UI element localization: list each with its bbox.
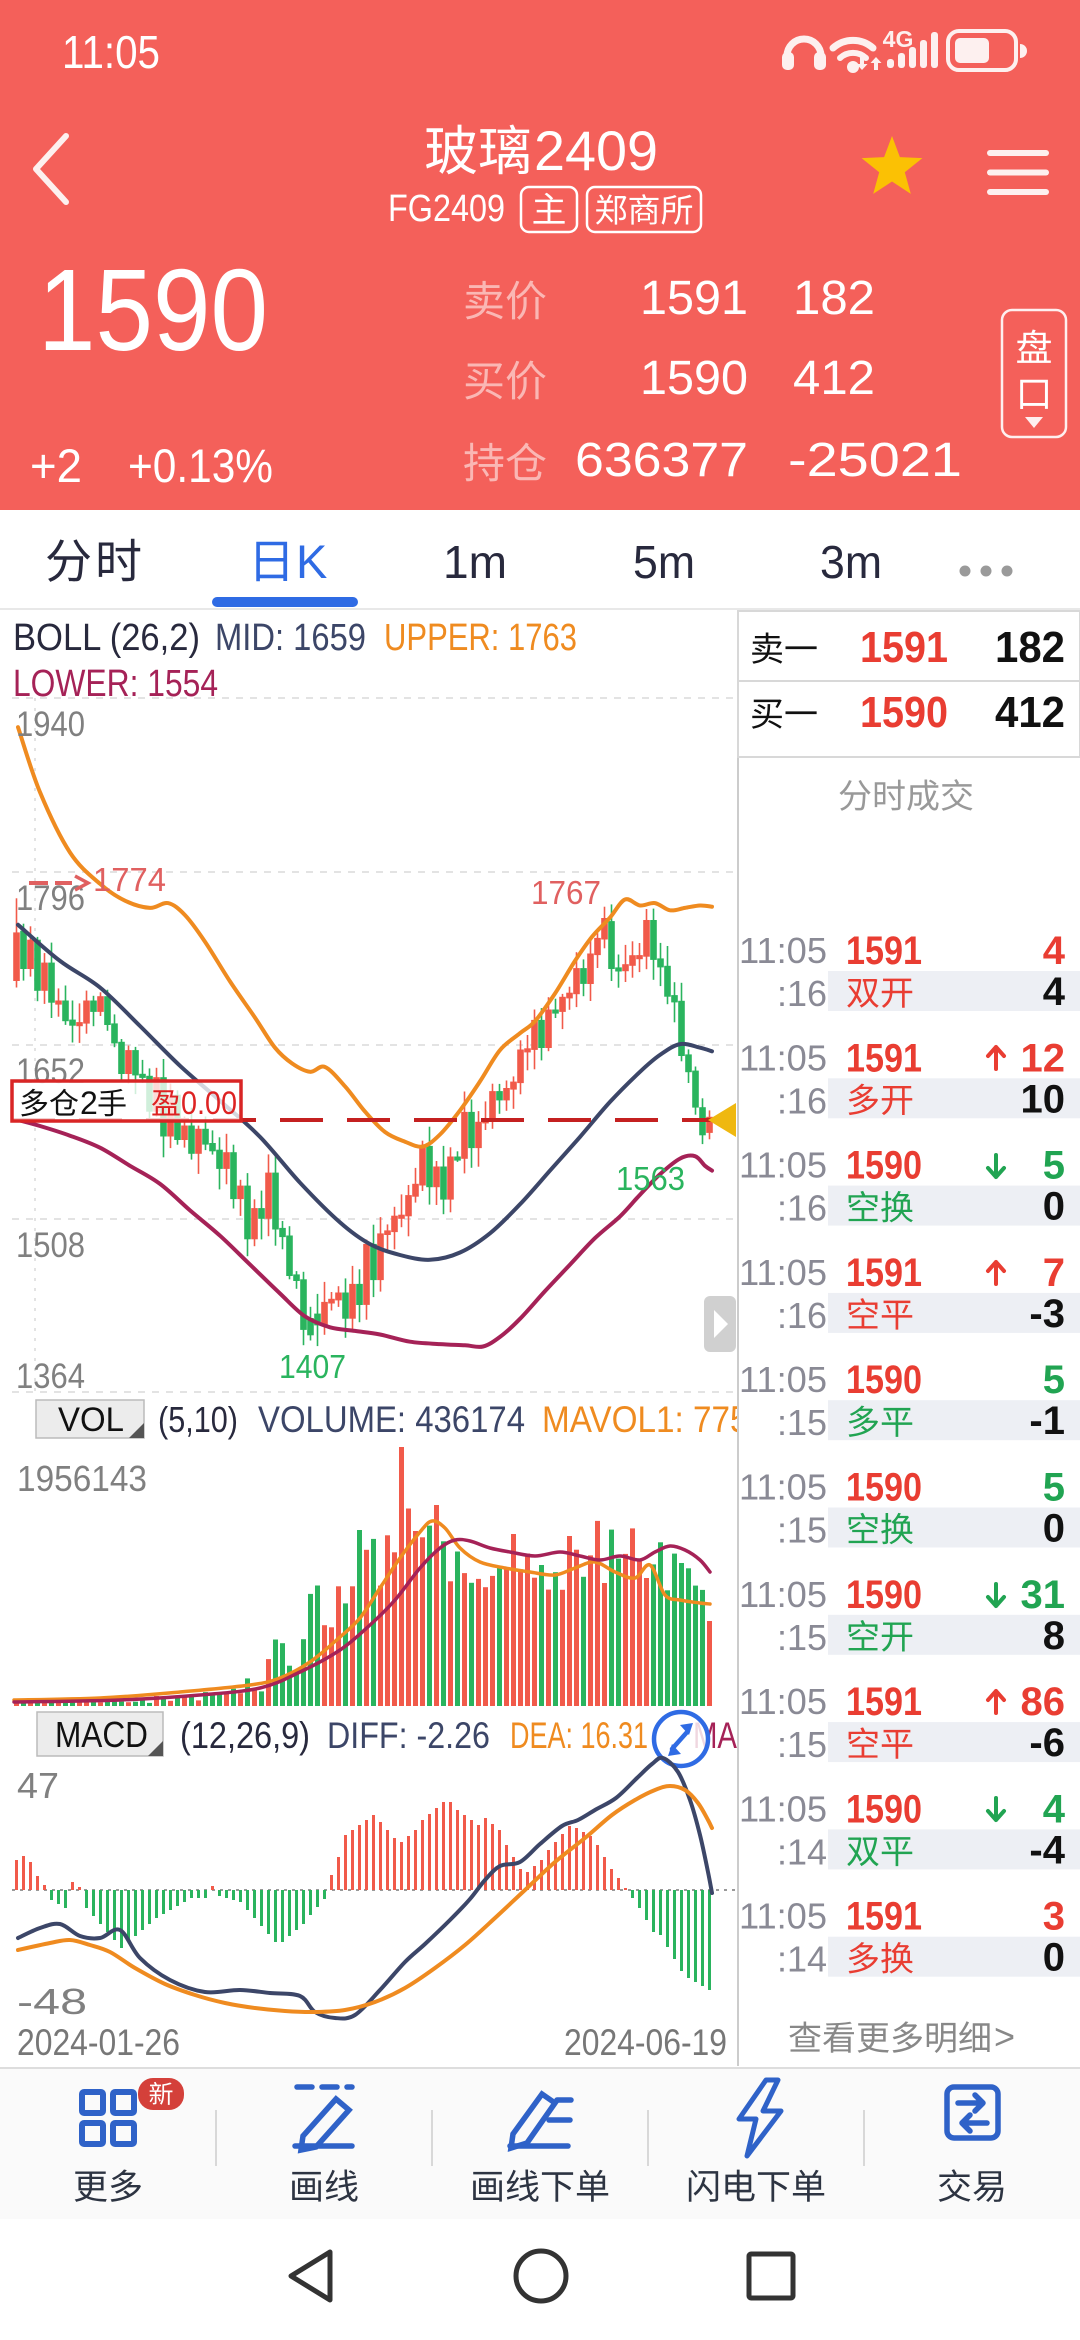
svg-text:-3: -3: [1029, 1292, 1065, 1336]
svg-text:8: 8: [1043, 1614, 1065, 1658]
svg-text::15: :15: [777, 1724, 827, 1765]
svg-text:MACD: MACD: [55, 1714, 148, 1755]
svg-text:1590: 1590: [38, 245, 268, 375]
svg-text:182: 182: [995, 623, 1065, 672]
svg-text:11:05: 11:05: [739, 1574, 827, 1615]
svg-text:0: 0: [1043, 1185, 1065, 1229]
svg-text:4: 4: [1043, 1787, 1066, 1831]
svg-text:1563: 1563: [616, 1160, 685, 1197]
svg-text::16: :16: [777, 1080, 827, 1121]
svg-text::15: :15: [777, 1402, 827, 1443]
svg-text:1590: 1590: [846, 1787, 922, 1831]
svg-text:0.00: 0.00: [181, 1085, 237, 1121]
svg-text:11:05: 11:05: [739, 1467, 827, 1508]
svg-text:1591: 1591: [846, 1895, 922, 1939]
svg-text:1508: 1508: [16, 1226, 85, 1265]
svg-text:MID: 1659: MID: 1659: [215, 617, 366, 659]
svg-text:-4: -4: [1029, 1828, 1065, 1872]
svg-text:4: 4: [1043, 970, 1066, 1014]
svg-text:DIFF: -2.26: DIFF: -2.26: [327, 1715, 490, 1756]
svg-text:31: 31: [1021, 1573, 1066, 1617]
svg-text:86: 86: [1021, 1680, 1066, 1724]
svg-text:(12,26,9): (12,26,9): [180, 1715, 310, 1756]
svg-text:MAVOL1: 775804: MAVOL1: 775804: [542, 1399, 804, 1440]
svg-text:0: 0: [1043, 1507, 1065, 1551]
svg-text:1796: 1796: [16, 879, 85, 918]
svg-text:1774: 1774: [93, 861, 166, 898]
svg-text:K: K: [296, 535, 327, 588]
svg-text:3m: 3m: [820, 536, 882, 588]
svg-text:-6: -6: [1029, 1721, 1065, 1765]
svg-text:1940: 1940: [16, 705, 85, 744]
svg-text:11:05: 11:05: [739, 1788, 827, 1829]
svg-text:5: 5: [1043, 1466, 1065, 1510]
svg-text:+0.13%: +0.13%: [128, 439, 273, 492]
svg-text:10: 10: [1021, 1077, 1066, 1121]
svg-text:2024-06-19: 2024-06-19: [564, 2022, 727, 2063]
svg-text:-48: -48: [17, 1981, 87, 2022]
svg-text:-1: -1: [1029, 1399, 1065, 1443]
svg-text:1591: 1591: [846, 1251, 922, 1295]
svg-text:VOLUME: 436174: VOLUME: 436174: [258, 1399, 525, 1440]
svg-text:11:05: 11:05: [739, 1359, 827, 1400]
svg-text:1767: 1767: [531, 874, 601, 911]
svg-text:182: 182: [793, 272, 875, 325]
svg-text:1591: 1591: [846, 1680, 922, 1724]
svg-text:FG2409: FG2409: [388, 188, 505, 230]
svg-text:11:05: 11:05: [739, 1252, 827, 1293]
svg-text:1591: 1591: [846, 929, 922, 973]
svg-text::16: :16: [777, 1295, 827, 1336]
svg-text:11:05: 11:05: [739, 1681, 827, 1722]
svg-text::14: :14: [777, 1831, 827, 1872]
svg-text:4: 4: [1043, 929, 1066, 973]
svg-text:DEA: 16.31: DEA: 16.31: [510, 1715, 648, 1756]
svg-text:>: >: [994, 2016, 1015, 2057]
svg-text:7: 7: [1043, 1251, 1065, 1295]
svg-text:-25021: -25021: [788, 434, 962, 487]
svg-text:1590: 1590: [846, 1358, 922, 1402]
svg-text:1591: 1591: [640, 272, 748, 325]
svg-text:5m: 5m: [633, 536, 695, 588]
svg-text::15: :15: [777, 1617, 827, 1658]
svg-text:11:05: 11:05: [739, 930, 827, 971]
svg-text:UPPER: 1763: UPPER: 1763: [384, 617, 577, 659]
svg-text::16: :16: [777, 973, 827, 1014]
svg-text::14: :14: [777, 1939, 827, 1980]
svg-text::16: :16: [777, 1188, 827, 1229]
svg-text:1591: 1591: [846, 1036, 922, 1080]
svg-text:1364: 1364: [16, 1357, 85, 1396]
svg-text::15: :15: [777, 1510, 827, 1551]
svg-text:636377: 636377: [575, 434, 748, 487]
svg-text:(5,10): (5,10): [158, 1399, 238, 1440]
svg-text:0: 0: [1043, 1936, 1065, 1980]
svg-text:5: 5: [1043, 1358, 1065, 1402]
svg-text:4G: 4G: [883, 26, 914, 52]
svg-text:VOL: VOL: [58, 1401, 124, 1439]
svg-text:2: 2: [80, 1085, 98, 1121]
svg-text:1590: 1590: [846, 1573, 922, 1617]
svg-text:12: 12: [1021, 1036, 1066, 1080]
svg-text:11:05: 11:05: [739, 1896, 827, 1937]
svg-text:47: 47: [17, 1765, 59, 1806]
svg-text:1407: 1407: [279, 1348, 346, 1385]
svg-text:1590: 1590: [860, 688, 948, 737]
svg-text:+2: +2: [30, 439, 82, 492]
svg-text:2024-01-26: 2024-01-26: [17, 2022, 180, 2063]
svg-text:BOLL (26,2): BOLL (26,2): [13, 617, 200, 659]
svg-text:11:05: 11:05: [739, 1145, 827, 1186]
svg-text:1590: 1590: [846, 1466, 922, 1510]
svg-text:1590: 1590: [640, 352, 748, 405]
svg-text:11:05: 11:05: [62, 26, 160, 78]
svg-text:3: 3: [1043, 1895, 1065, 1939]
svg-text:11:05: 11:05: [739, 1037, 827, 1078]
svg-text:1m: 1m: [443, 536, 507, 588]
svg-text:5: 5: [1043, 1144, 1065, 1188]
svg-text:1590: 1590: [846, 1144, 922, 1188]
svg-text:412: 412: [793, 352, 875, 405]
svg-text:412: 412: [995, 688, 1065, 737]
svg-text:2409: 2409: [534, 119, 658, 182]
svg-text:1956143: 1956143: [17, 1458, 147, 1499]
svg-text:1591: 1591: [860, 623, 948, 672]
